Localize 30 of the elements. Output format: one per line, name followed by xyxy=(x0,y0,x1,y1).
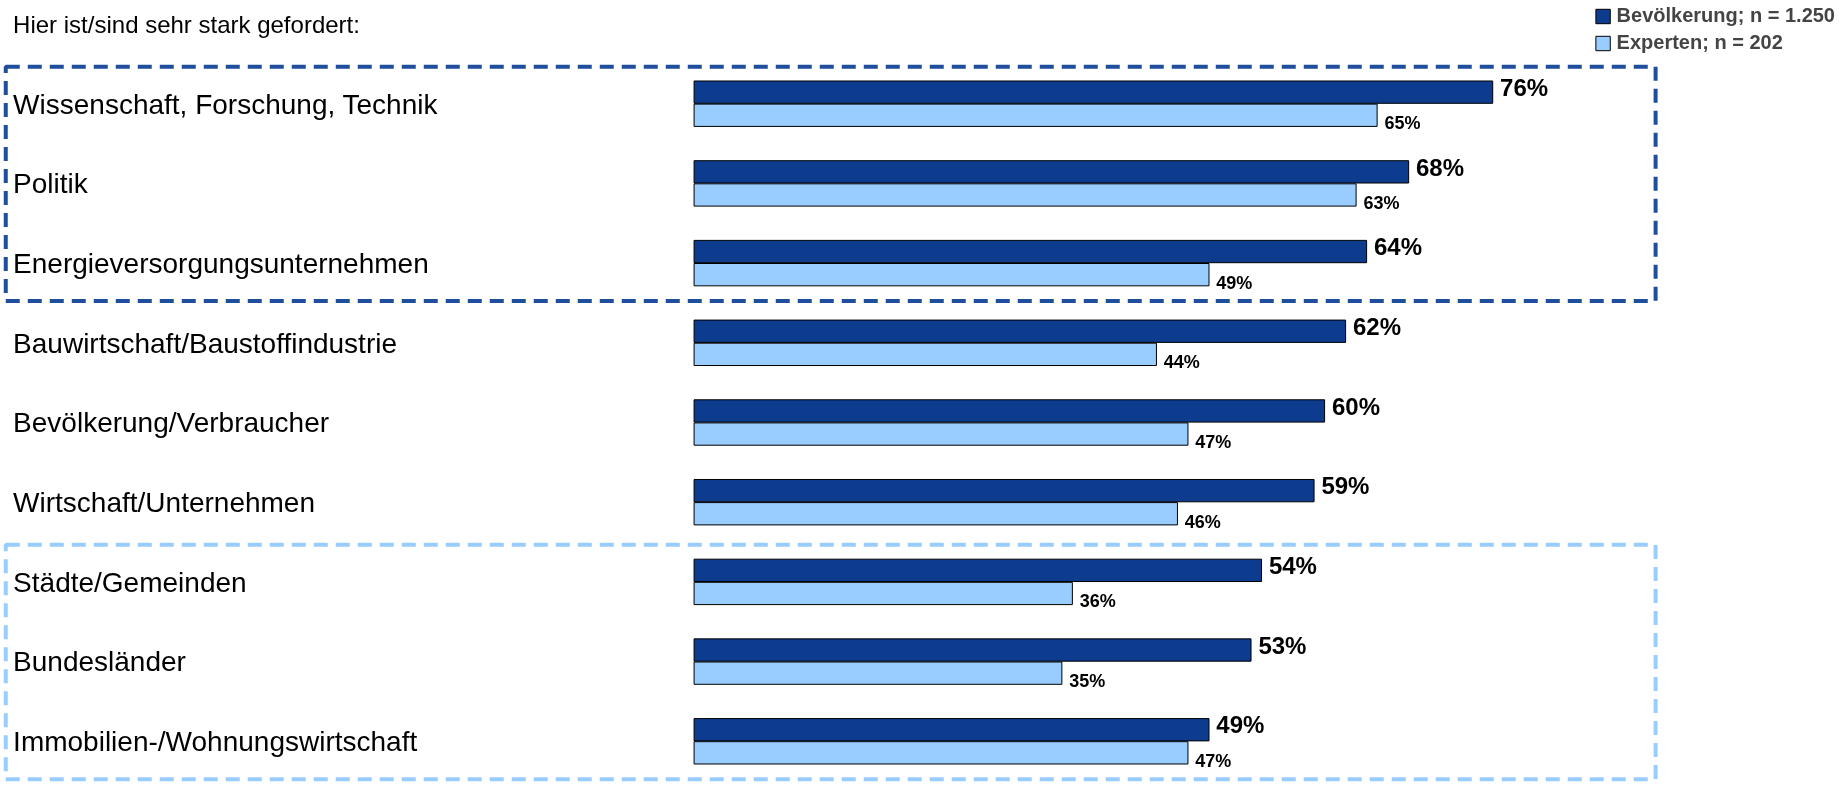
legend-label: Bevölkerung; n = 1.250 xyxy=(1616,4,1835,27)
data-label: 65% xyxy=(1384,113,1421,134)
y-tick-label: Immobilien-/Wohnungswirtschaft xyxy=(13,726,418,758)
data-label: 35% xyxy=(1069,671,1106,692)
data-label: 54% xyxy=(1268,552,1317,580)
data-label: 60% xyxy=(1331,392,1380,420)
data-label: 64% xyxy=(1373,233,1423,261)
data-label: 44% xyxy=(1163,352,1200,373)
data-label: 59% xyxy=(1321,472,1370,500)
data-label: 63% xyxy=(1363,192,1400,213)
y-tick-label: Bauwirtschaft/Baustoffindustrie xyxy=(13,327,398,359)
data-label: 47% xyxy=(1195,432,1232,453)
y-tick-label: Bevölkerung/Verbraucher xyxy=(13,407,330,439)
y-tick-label: Energieversorgungsunternehmen xyxy=(13,248,429,279)
legend-label: Experten; n = 202 xyxy=(1616,31,1783,54)
data-label: 36% xyxy=(1079,591,1116,612)
y-tick-label: Wirtschaft/Unternehmen xyxy=(13,487,315,519)
data-label: 49% xyxy=(1216,272,1253,293)
data-label: 47% xyxy=(1195,750,1232,771)
data-label: 49% xyxy=(1216,711,1265,739)
data-label: 62% xyxy=(1352,312,1401,340)
y-tick-label: Städte/Gemeinden xyxy=(13,566,247,598)
data-label: 76% xyxy=(1500,73,1549,101)
y-tick-label: Bundesländer xyxy=(13,646,186,678)
data-label: 46% xyxy=(1184,511,1221,532)
text: Hier ist/sind sehr stark gefordert: xyxy=(13,10,360,38)
data-label: 68% xyxy=(1416,153,1465,181)
y-tick-label: Wissenschaft, Forschung, Technik xyxy=(13,88,439,120)
data-label: 53% xyxy=(1258,631,1307,659)
y-tick-label: Politik xyxy=(13,168,89,200)
